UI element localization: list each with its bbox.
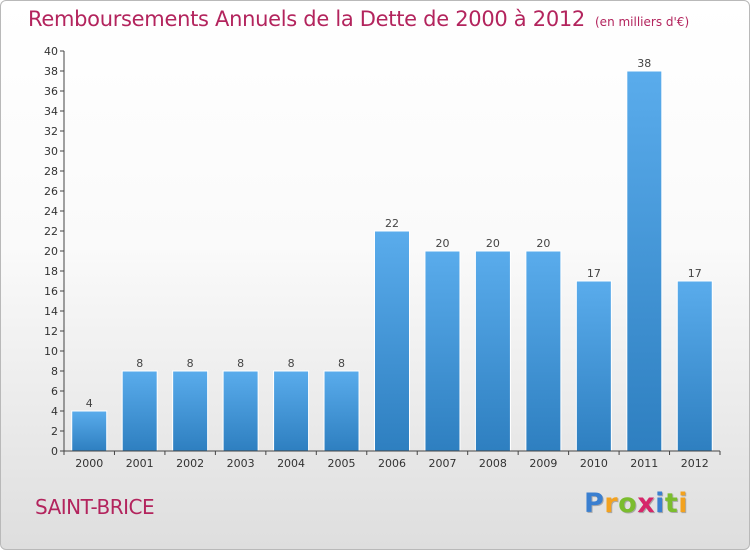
- x-tick-label-2004: 2004: [277, 457, 305, 470]
- x-tick-label-2008: 2008: [479, 457, 507, 470]
- chart-title-text: Remboursements Annuels de la Dette de 20…: [28, 7, 585, 31]
- data-label-2001: 8: [136, 357, 143, 370]
- data-label-2000: 4: [86, 397, 93, 410]
- y-tick-label-16: 16: [44, 285, 58, 298]
- data-label-2009: 20: [536, 237, 550, 250]
- y-tick-label-28: 28: [44, 165, 58, 178]
- axis-layer: 2000 2001 2002 2003 2004 2005 2006 2007 2008 2009…: [44, 45, 721, 470]
- data-label-2007: 20: [435, 237, 449, 250]
- y-tick-label-26: 26: [44, 185, 58, 198]
- x-tick-label-2011: 2011: [630, 457, 658, 470]
- y-tick-label-34: 34: [44, 105, 58, 118]
- bar-2004: [273, 370, 310, 452]
- y-tick-label-0: 0: [51, 445, 58, 458]
- x-tick-label-2007: 2007: [428, 457, 456, 470]
- y-tick-label-4: 4: [51, 405, 58, 418]
- data-label-2010: 17: [587, 267, 601, 280]
- bar-2007: [424, 250, 461, 452]
- place-name: SAINT-BRICE: [35, 495, 155, 519]
- bar-2002: [172, 370, 209, 452]
- y-tick-label-6: 6: [51, 385, 58, 398]
- x-tick-label-2006: 2006: [378, 457, 406, 470]
- x-tick-label-2000: 2000: [75, 457, 103, 470]
- logo-letter: i: [655, 488, 665, 519]
- logo-letter: t: [664, 488, 679, 519]
- data-label-2003: 8: [237, 357, 244, 370]
- x-tick-label-2003: 2003: [227, 457, 255, 470]
- y-tick-label-18: 18: [44, 265, 58, 278]
- y-tick-label-20: 20: [44, 245, 58, 258]
- x-tick-label-2012: 2012: [681, 457, 709, 470]
- logo-letter: i: [678, 488, 689, 519]
- data-label-2008: 20: [486, 237, 500, 250]
- bar-2008: [474, 250, 511, 452]
- logo-letter: o: [618, 488, 638, 519]
- data-label-2011: 38: [637, 57, 651, 70]
- bar-2005: [323, 370, 360, 452]
- x-tick-label-2005: 2005: [328, 457, 356, 470]
- logo-letter: x: [637, 488, 656, 519]
- y-tick-label-38: 38: [44, 65, 58, 78]
- chart-subtitle: (en milliers d'€): [595, 15, 690, 29]
- data-label-2006: 22: [385, 217, 399, 230]
- bars-layer: 4 8 8 8 8 8 22 20 20 20 17 38 17: [71, 57, 713, 452]
- logo-letter: P: [584, 488, 605, 519]
- bar-2003: [222, 370, 259, 452]
- y-tick-label-32: 32: [44, 125, 58, 138]
- data-label-2002: 8: [187, 357, 194, 370]
- bar-2001: [121, 370, 158, 452]
- x-tick-label-2001: 2001: [126, 457, 154, 470]
- y-tick-label-24: 24: [44, 205, 58, 218]
- y-tick-label-30: 30: [44, 145, 58, 158]
- y-tick-label-14: 14: [44, 305, 58, 318]
- data-label-2005: 8: [338, 357, 345, 370]
- proxiti-logo: Proxiti: [584, 488, 688, 519]
- y-tick-label-36: 36: [44, 85, 58, 98]
- chart-title: Remboursements Annuels de la Dette de 20…: [28, 7, 689, 31]
- data-label-2004: 8: [288, 357, 295, 370]
- bar-2012: [676, 280, 713, 452]
- bar-2000: [71, 410, 108, 452]
- x-tick-label-2009: 2009: [529, 457, 557, 470]
- bar-2006: [374, 230, 410, 452]
- x-tick-label-2002: 2002: [176, 457, 204, 470]
- y-tick-label-2: 2: [51, 425, 58, 438]
- y-tick-label-40: 40: [44, 45, 58, 58]
- y-tick-label-10: 10: [44, 345, 58, 358]
- bar-2009: [525, 250, 562, 452]
- logo-letter: r: [604, 488, 619, 519]
- bar-2011: [626, 70, 663, 452]
- x-tick-label-2010: 2010: [580, 457, 608, 470]
- bar-2010: [575, 280, 612, 452]
- y-tick-label-8: 8: [51, 365, 58, 378]
- data-label-2012: 17: [688, 267, 702, 280]
- y-tick-label-22: 22: [44, 225, 58, 238]
- y-tick-label-12: 12: [44, 325, 58, 338]
